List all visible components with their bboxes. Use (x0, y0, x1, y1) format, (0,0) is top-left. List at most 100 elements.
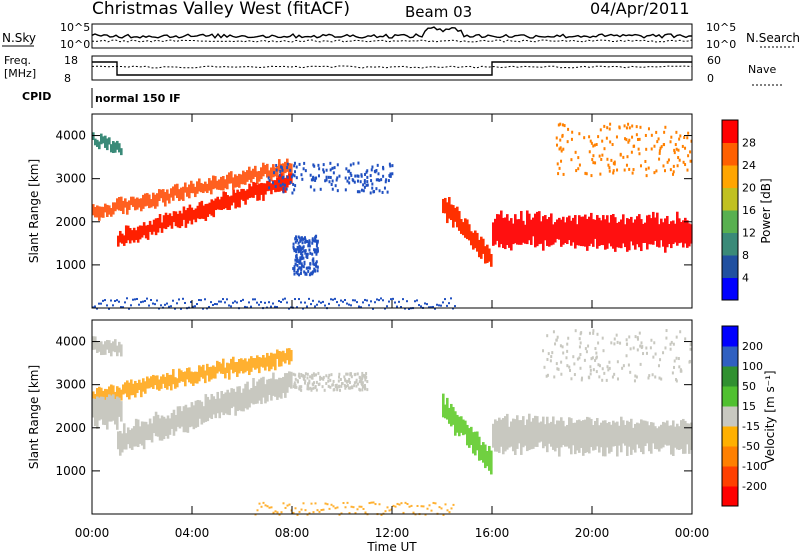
data-mark (214, 198, 218, 211)
data-mark (625, 354, 628, 358)
data-mark (566, 342, 569, 346)
data-mark (585, 350, 588, 354)
data-mark (338, 375, 341, 379)
data-mark (672, 164, 675, 168)
data-mark (104, 203, 107, 213)
data-mark (579, 366, 582, 370)
data-mark (174, 307, 176, 310)
data-mark (587, 344, 590, 348)
data-mark (359, 180, 362, 184)
data-mark (275, 168, 278, 172)
data-mark (645, 174, 648, 178)
data-mark (344, 188, 347, 192)
data-mark (300, 247, 303, 251)
data-mark (302, 502, 305, 505)
data-mark (400, 306, 402, 309)
data-mark (117, 431, 120, 450)
data-mark (563, 124, 566, 128)
data-mark (106, 389, 109, 401)
data-mark (94, 207, 97, 218)
data-mark (298, 387, 301, 391)
data-mark (670, 340, 673, 344)
data-mark (301, 374, 304, 378)
data-mark (356, 382, 359, 386)
data-mark (394, 301, 396, 304)
data-mark (212, 175, 215, 190)
data-mark (224, 367, 227, 379)
data-mark (646, 215, 649, 250)
data-mark (341, 381, 344, 385)
data-mark (130, 379, 133, 396)
data-mark (546, 219, 549, 246)
data-mark (594, 420, 597, 450)
data-mark (104, 399, 107, 426)
data-mark (304, 379, 307, 383)
data-mark (226, 389, 229, 415)
data-mark (416, 504, 419, 507)
data-mark (315, 244, 318, 248)
colorbar-tick-label: 20 (742, 182, 756, 195)
data-mark (530, 421, 533, 450)
data-mark (108, 340, 111, 354)
data-mark (342, 300, 344, 303)
data-mark (584, 347, 587, 351)
data-mark (494, 419, 497, 452)
data-mark (274, 353, 277, 371)
data-mark (641, 345, 644, 349)
data-mark (234, 362, 237, 373)
data-mark (380, 297, 382, 300)
data-mark (312, 511, 315, 514)
data-mark (678, 365, 681, 369)
colorbar-segment (722, 210, 738, 233)
data-mark (588, 135, 591, 139)
data-mark (182, 371, 185, 382)
data-mark (688, 360, 691, 364)
data-mark (258, 303, 260, 306)
data-mark (616, 168, 619, 172)
data-mark (278, 350, 281, 367)
colorbar-segment (722, 426, 738, 447)
data-mark (220, 196, 223, 211)
data-mark (292, 385, 295, 389)
data-mark (190, 207, 194, 225)
data-mark (364, 511, 367, 514)
colorbar-segment (722, 486, 738, 507)
data-mark (632, 427, 635, 450)
data-mark (307, 384, 310, 388)
data-mark (336, 176, 339, 180)
data-mark (329, 385, 332, 389)
data-mark (436, 303, 438, 306)
data-mark (336, 386, 339, 390)
data-mark (278, 159, 281, 172)
data-mark (638, 331, 641, 335)
data-mark (162, 416, 166, 440)
data-mark (98, 206, 101, 221)
data-mark (134, 230, 138, 240)
data-mark (300, 262, 303, 266)
data-mark (664, 422, 667, 445)
data-mark (216, 180, 219, 190)
data-mark (606, 365, 609, 369)
data-mark (144, 381, 147, 394)
data-mark (345, 384, 348, 388)
data-mark (117, 235, 120, 247)
y-tick-label: 1000 (55, 464, 86, 478)
data-mark (170, 188, 173, 198)
data-mark (196, 181, 199, 194)
data-mark (656, 428, 659, 450)
data-mark (314, 178, 317, 182)
data-mark (572, 217, 575, 243)
data-mark (657, 364, 660, 368)
data-mark (206, 203, 210, 217)
colorbar-frame (721, 119, 739, 301)
data-mark (612, 171, 615, 175)
data-mark (180, 213, 184, 227)
data-mark (559, 146, 562, 150)
data-mark (301, 264, 304, 268)
nsearch-label: N.Search (746, 31, 800, 45)
data-mark (660, 218, 663, 241)
data-mark (650, 338, 653, 342)
data-mark (192, 305, 194, 308)
data-mark (268, 170, 271, 179)
